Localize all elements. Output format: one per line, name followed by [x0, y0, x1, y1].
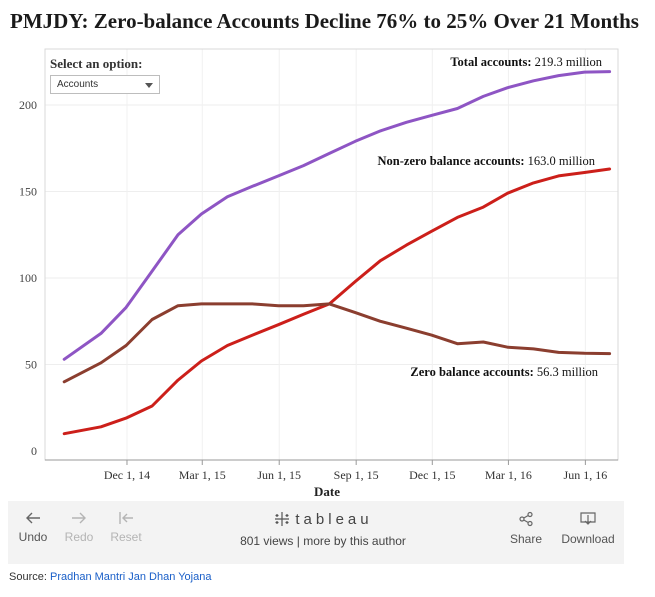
y-tick-label: 0	[31, 444, 37, 458]
series-annotation-1: Total accounts: 219.3 million	[450, 55, 602, 69]
tableau-wordmark: tableau	[295, 510, 373, 528]
plot-frame	[44, 48, 619, 461]
chart-title: PMJDY: Zero-balance Accounts Decline 76%…	[10, 9, 639, 33]
x-tick-label: Mar 1, 16	[485, 468, 532, 482]
y-axis-labels: 0 50 100 150 200	[19, 98, 37, 458]
download-icon	[580, 512, 596, 525]
series-line-3[interactable]	[62, 302, 612, 384]
x-axis-labels: Dec 1, 14 Mar 1, 15 Jun 1, 15 Sep 1, 15 Dec …	[104, 468, 607, 482]
y-tick-label: 200	[19, 98, 37, 112]
option-dropdown[interactable]: Accounts	[50, 75, 160, 94]
source-label: Source:	[9, 571, 47, 583]
share-label: Share	[509, 532, 543, 546]
series-annotation-2: Non-zero balance accounts: 163.0 million	[378, 154, 596, 168]
x-tick-label: Dec 1, 15	[409, 468, 455, 482]
download-label: Download	[561, 532, 615, 546]
x-tick-label: Jun 1, 16	[564, 468, 608, 482]
redo-button[interactable]: Redo	[63, 511, 95, 544]
series-annotations: Total accounts: 219.3 million Non-zero ba…	[378, 55, 603, 379]
download-button[interactable]: Download	[560, 511, 616, 546]
reset-label: Reset	[110, 530, 142, 544]
selector-label: Select an option:	[50, 56, 143, 71]
series-line-1[interactable]	[62, 70, 612, 361]
y-tick-label: 100	[19, 271, 37, 285]
x-tick-label: Jun 1, 15	[257, 468, 301, 482]
x-tick-label: Mar 1, 15	[179, 468, 226, 482]
tableau-toolbar: Undo Redo Reset tableau 801 views | more…	[8, 501, 624, 564]
option-selector: Select an option: Accounts	[50, 56, 160, 94]
gridlines	[45, 49, 618, 460]
dropdown-arrow-icon	[145, 83, 153, 88]
x-tick-label: Sep 1, 15	[334, 468, 379, 482]
series-annotation-3: Zero balance accounts: 56.3 million	[410, 365, 598, 379]
undo-icon	[26, 512, 40, 524]
axes	[44, 48, 619, 465]
share-button[interactable]: Share	[508, 511, 544, 546]
x-tick-label: Dec 1, 14	[104, 468, 150, 482]
x-axis-title: Date	[314, 484, 340, 499]
tableau-logo[interactable]: tableau	[223, 510, 423, 528]
source-line: Source: Pradhan Mantri Jan Dhan Yojana	[9, 571, 211, 583]
reset-button[interactable]: Reset	[109, 511, 143, 544]
y-tick-label: 150	[19, 185, 37, 199]
tableau-branding: tableau 801 views | more by this author	[223, 510, 423, 549]
series-line-2[interactable]	[62, 167, 612, 436]
tableau-cross-icon	[275, 512, 290, 526]
share-icon	[519, 511, 533, 527]
redo-label: Redo	[64, 530, 94, 544]
line-chart: 0 50 100 150 200 Dec 1, 14 Mar 1, 15 Jun 1, 15…	[19, 48, 619, 499]
source-link[interactable]: Pradhan Mantri Jan Dhan Yojana	[49, 571, 212, 583]
undo-button[interactable]: Undo	[18, 511, 48, 544]
views-meta[interactable]: 801 views | more by this author	[240, 534, 406, 548]
undo-label: Undo	[18, 530, 48, 544]
dropdown-value: Accounts	[57, 79, 99, 90]
redo-icon	[72, 512, 86, 524]
reset-icon	[119, 512, 133, 524]
series-lines	[62, 70, 612, 436]
y-tick-label: 50	[25, 358, 37, 372]
